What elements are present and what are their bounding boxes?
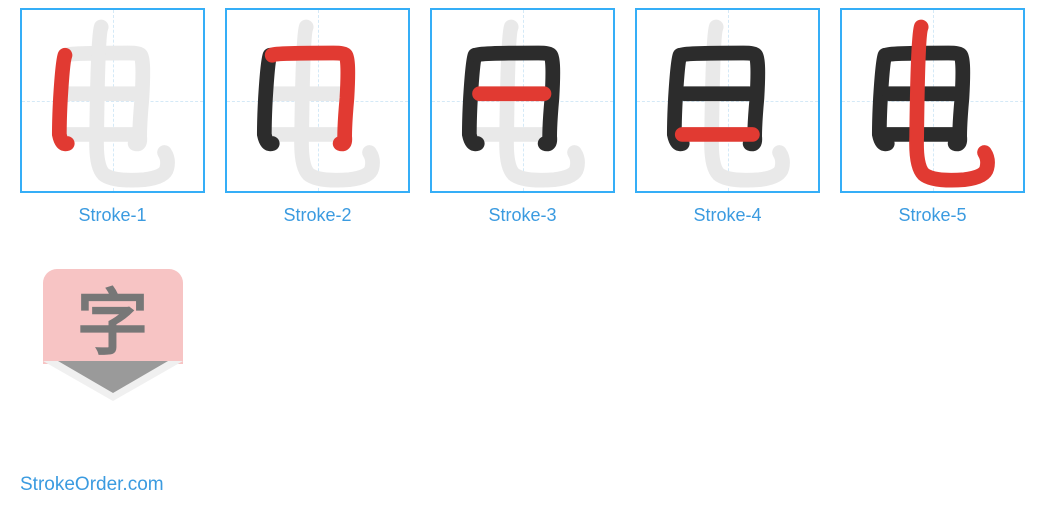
stroke-cell-2: Stroke-2 [225,8,410,226]
stroke-box [430,8,615,193]
glyph-svg [22,10,203,191]
stroke-box [840,8,1025,193]
glyph-svg [227,10,408,191]
stroke-cell-1: Stroke-1 [20,8,205,226]
placeholder-cell: 字 [20,246,205,464]
stroke-label: Stroke-4 [693,205,761,226]
placeholder-badge: 字 [43,269,183,409]
stroke-label: Stroke-1 [78,205,146,226]
footer-link[interactable]: StrokeOrder.com [20,474,164,496]
stroke-cell-4: Stroke-4 [635,8,820,226]
stroke-box [635,8,820,193]
glyph-svg [842,10,1023,191]
stroke-box [20,8,205,193]
glyph-svg [637,10,818,191]
stroke-cell-3: Stroke-3 [430,8,615,226]
badge-char: 字 [76,264,148,369]
stroke-path-current [59,55,67,144]
stroke-cell-5: Stroke-5 [840,8,1025,226]
badge-top: 字 [43,269,183,364]
pencil-tip-icon [58,361,168,393]
stroke-grid: Stroke-1 Stroke-2 [20,8,1030,464]
placeholder-label [110,443,115,464]
stroke-label: Stroke-5 [898,205,966,226]
stroke-label: Stroke-3 [488,205,556,226]
stroke-label: Stroke-2 [283,205,351,226]
stroke-path-drawn [264,55,272,144]
glyph-svg [432,10,613,191]
stroke-box [225,8,410,193]
